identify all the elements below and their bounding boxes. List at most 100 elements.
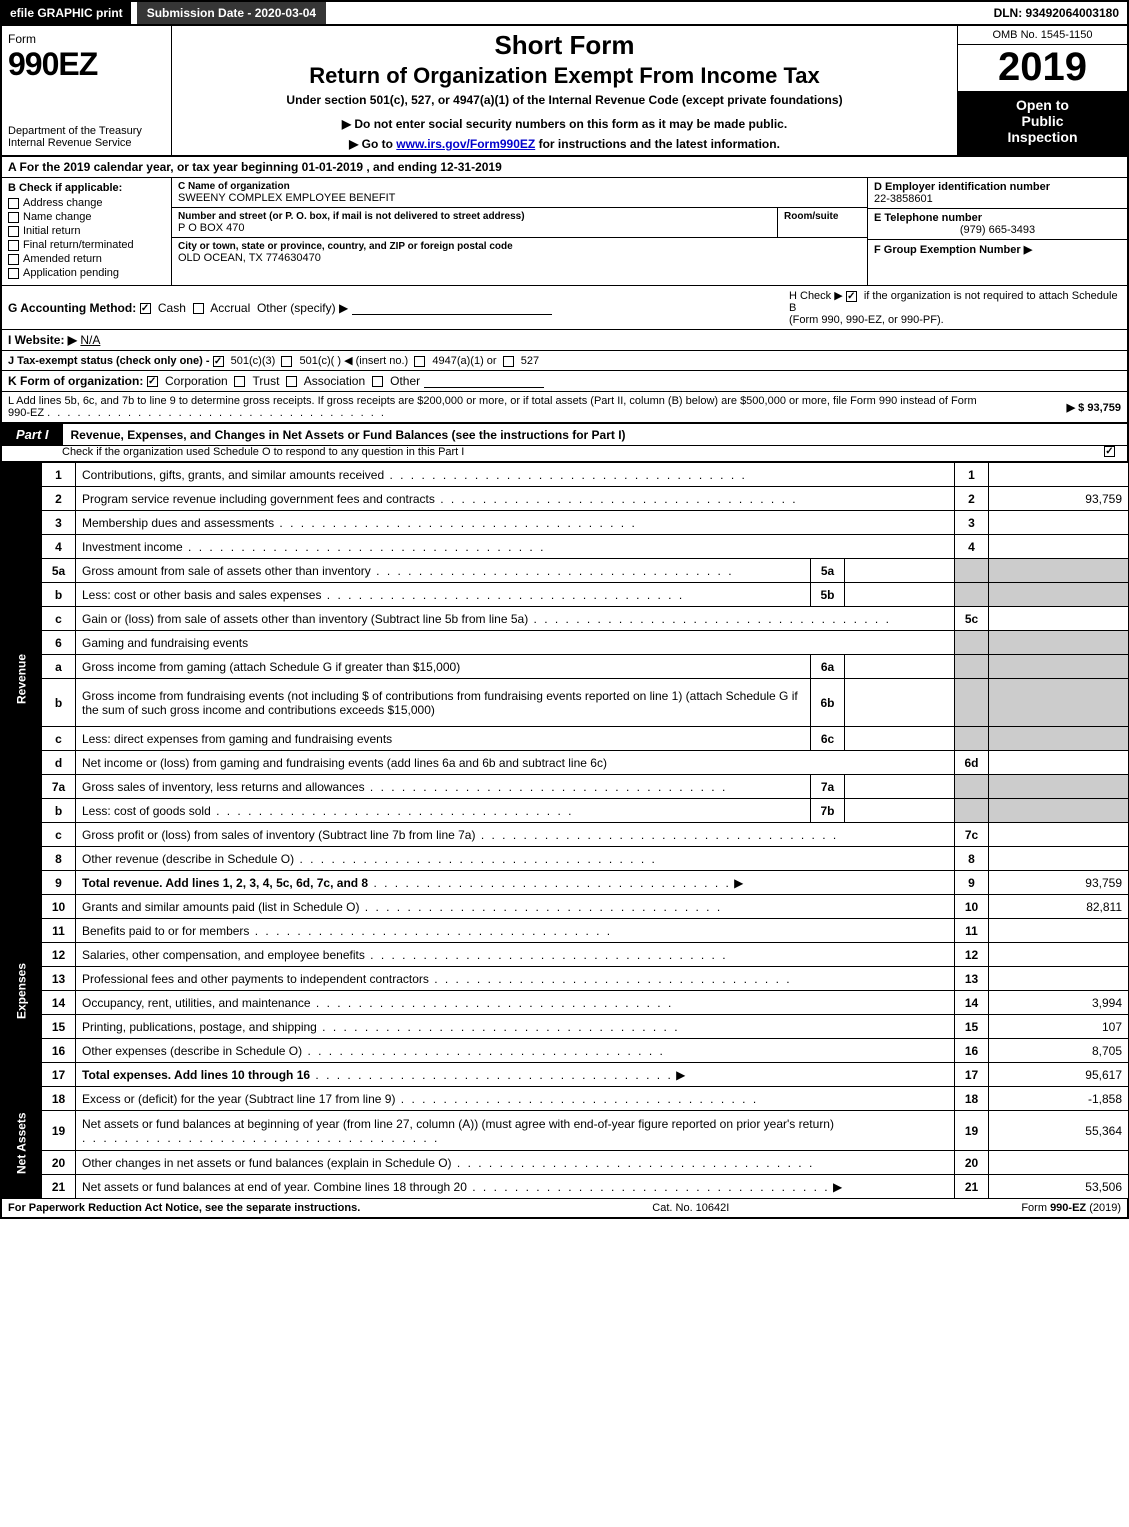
amount-cell: 95,617 [989,1063,1129,1087]
dln-label: DLN: 93492064003180 [986,2,1127,24]
row-num: 3 [42,511,76,535]
amount-cell [989,751,1129,775]
table-row: c Less: direct expenses from gaming and … [1,727,1129,751]
chk-schedule-o[interactable] [1104,446,1115,457]
chk-application-pending[interactable]: Application pending [8,267,165,279]
line-no: 17 [955,1063,989,1087]
amount-cell [989,511,1129,535]
shaded-cell [955,727,989,751]
row-desc: Other changes in net assets or fund bala… [82,1156,452,1170]
line-no: 16 [955,1039,989,1063]
row-desc: Total expenses. Add lines 10 through 16 [82,1068,310,1082]
row-num: 4 [42,535,76,559]
phone-label: E Telephone number [874,212,1121,224]
amount-cell: 93,759 [989,871,1129,895]
city-label: City or town, state or province, country… [178,241,861,252]
chk-other-org[interactable] [372,376,383,387]
table-row: 2 Program service revenue including gove… [1,487,1129,511]
opt-4947: 4947(a)(1) or [432,355,496,367]
chk-final-return[interactable]: Final return/terminated [8,239,165,251]
irs-link[interactable]: www.irs.gov/Form990EZ [396,137,535,151]
row-desc: Contributions, gifts, grants, and simila… [82,468,384,482]
table-row: b Less: cost or other basis and sales ex… [1,583,1129,607]
row-num: 12 [42,943,76,967]
table-row: 19 Net assets or fund balances at beginn… [1,1111,1129,1151]
chk-cash[interactable] [140,303,151,314]
line-no: 8 [955,847,989,871]
table-row: d Net income or (loss) from gaming and f… [1,751,1129,775]
line-no: 4 [955,535,989,559]
other-specify-input[interactable] [352,301,552,315]
chk-name-change[interactable]: Name change [8,211,165,223]
table-row: 3 Membership dues and assessments 3 [1,511,1129,535]
line-g: G Accounting Method: Cash Accrual Other … [8,301,781,315]
table-row: 5a Gross amount from sale of assets othe… [1,559,1129,583]
table-row: 12 Salaries, other compensation, and emp… [1,943,1129,967]
row-desc: Benefits paid to or for members [82,924,249,938]
instructions-line: ▶ Go to www.irs.gov/Form990EZ for instru… [180,137,949,151]
website-label: I Website: ▶ [8,333,77,347]
catalog-number: Cat. No. 10642I [652,1202,729,1214]
amount-cell: 8,705 [989,1039,1129,1063]
line-no: 2 [955,487,989,511]
row-desc: Less: direct expenses from gaming and fu… [82,732,392,746]
page-footer: For Paperwork Reduction Act Notice, see … [0,1199,1129,1219]
top-bar: efile GRAPHIC print Submission Date - 20… [0,0,1129,26]
table-row: 11 Benefits paid to or for members 11 [1,919,1129,943]
line-k: K Form of organization: Corporation Trus… [8,374,1121,388]
line-no: 11 [955,919,989,943]
part-1-tag: Part I [2,424,63,445]
meta-block: G Accounting Method: Cash Accrual Other … [0,286,1129,423]
chk-schedule-b[interactable] [846,291,857,302]
chk-527[interactable] [503,356,514,367]
row-num: a [42,655,76,679]
form-title-block: Short Form Return of Organization Exempt… [172,26,957,155]
l-amount: ▶ $ 93,759 [1001,401,1121,414]
row-num: 21 [42,1175,76,1199]
amount-cell: 3,994 [989,991,1129,1015]
amount-cell: 82,811 [989,895,1129,919]
table-row: Expenses 10 Grants and similar amounts p… [1,895,1129,919]
shaded-cell [955,679,989,727]
other-org-input[interactable] [424,374,544,388]
chk-association[interactable] [286,376,297,387]
line-no: 5c [955,607,989,631]
cash-label: Cash [158,301,186,315]
chk-address-change[interactable]: Address change [8,197,165,209]
accrual-label: Accrual [210,301,250,315]
amount-cell: 93,759 [989,487,1129,511]
chk-501c[interactable] [281,356,292,367]
chk-4947[interactable] [414,356,425,367]
table-row: b Less: cost of goods sold 7b [1,799,1129,823]
mini-line-no: 6c [811,727,845,751]
row-desc: Gross income from gaming (attach Schedul… [82,660,460,674]
chk-corporation[interactable] [147,376,158,387]
form-ref-pre: Form [1021,1202,1050,1214]
line-no: 21 [955,1175,989,1199]
row-num: 15 [42,1015,76,1039]
chk-initial-return[interactable]: Initial return [8,225,165,237]
chk-accrual[interactable] [193,303,204,314]
chk-trust[interactable] [234,376,245,387]
chk-amended-return[interactable]: Amended return [8,253,165,265]
line-h: H Check ▶ if the organization is not req… [781,289,1121,326]
row-num: b [42,679,76,727]
entity-info-block: B Check if applicable: Address change Na… [0,178,1129,286]
box-b-header: B Check if applicable: [8,182,165,194]
row-num: 7a [42,775,76,799]
table-row: 14 Occupancy, rent, utilities, and maint… [1,991,1129,1015]
row-desc: Gross income from fundraising events (no… [82,689,798,717]
table-row: b Gross income from fundraising events (… [1,679,1129,727]
chk-501c3[interactable] [213,356,224,367]
mini-amount [845,799,955,823]
mini-line-no: 7b [811,799,845,823]
paperwork-notice: For Paperwork Reduction Act Notice, see … [8,1202,360,1214]
row-desc: Printing, publications, postage, and shi… [82,1020,317,1034]
tax-period-line: A For the 2019 calendar year, or tax yea… [0,157,1129,178]
form-header: Form 990EZ Department of the Treasury In… [0,26,1129,157]
amount-cell [989,967,1129,991]
g-label: G Accounting Method: [8,301,136,315]
row-desc: Total revenue. Add lines 1, 2, 3, 4, 5c,… [82,876,368,890]
efile-print-label[interactable]: efile GRAPHIC print [2,2,131,24]
k-label: K Form of organization: [8,374,143,388]
